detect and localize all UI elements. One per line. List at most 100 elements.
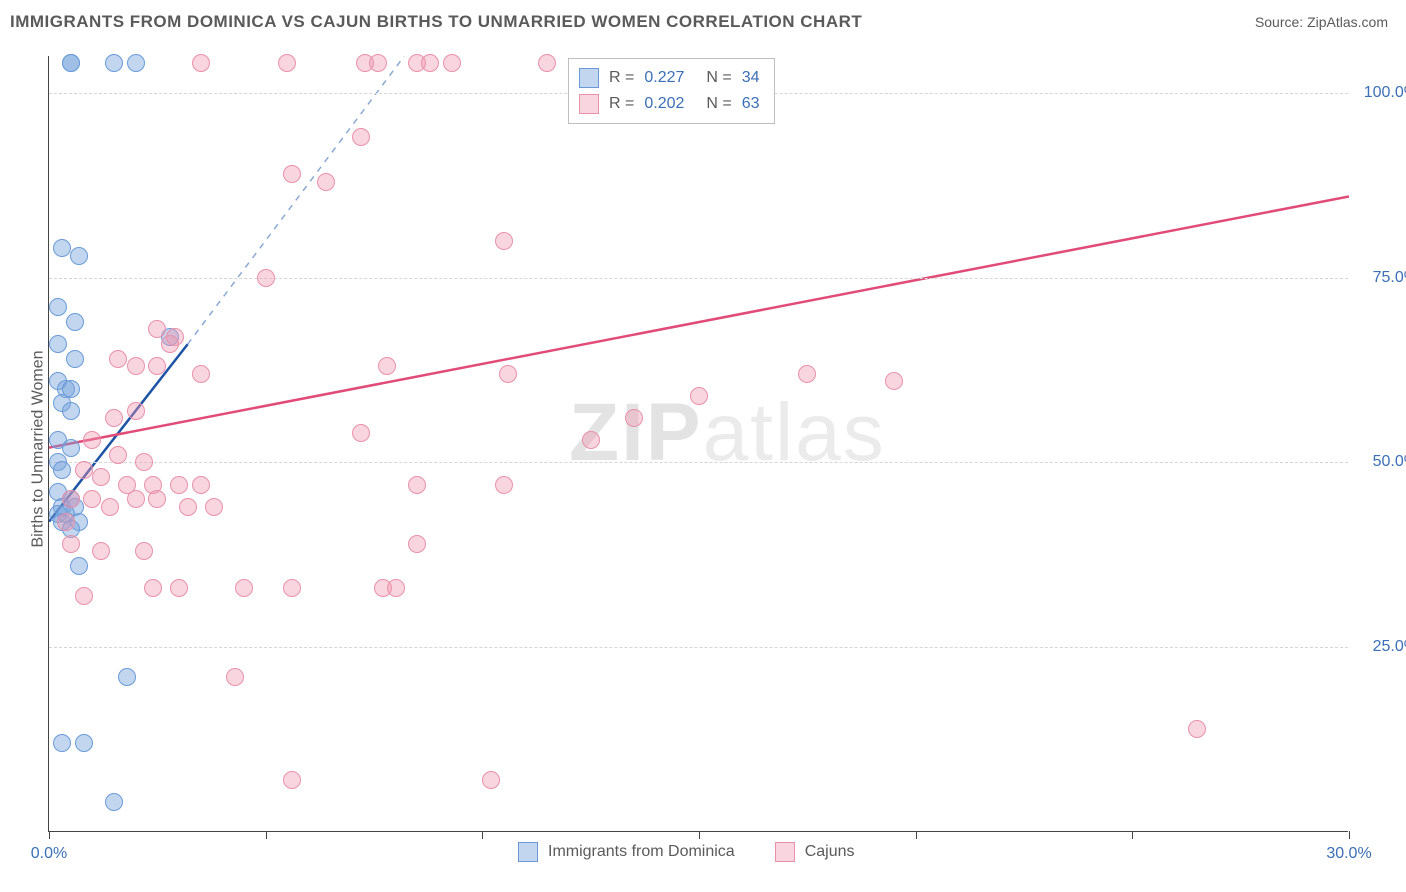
data-point [127, 402, 145, 420]
data-point [226, 668, 244, 686]
data-point [66, 313, 84, 331]
data-point [101, 498, 119, 516]
grid-line [49, 278, 1348, 279]
x-tick [916, 831, 917, 839]
data-point [798, 365, 816, 383]
data-point [62, 535, 80, 553]
data-point [205, 498, 223, 516]
correlation-legend: R = 0.227N = 34R = 0.202N = 63 [568, 58, 775, 124]
data-point [83, 431, 101, 449]
chart-title: IMMIGRANTS FROM DOMINICA VS CAJUN BIRTHS… [10, 12, 862, 32]
grid-line [49, 462, 1348, 463]
x-tick [266, 831, 267, 839]
data-point [192, 476, 210, 494]
data-point [70, 557, 88, 575]
legend-item: Immigrants from Dominica [518, 842, 735, 862]
data-point [257, 269, 275, 287]
data-point [148, 490, 166, 508]
data-point [283, 771, 301, 789]
data-point [62, 402, 80, 420]
data-point [66, 350, 84, 368]
data-point [283, 579, 301, 597]
data-point [378, 357, 396, 375]
data-point [109, 350, 127, 368]
data-point [49, 335, 67, 353]
data-point [92, 468, 110, 486]
data-point [135, 542, 153, 560]
data-point [582, 431, 600, 449]
data-point [118, 668, 136, 686]
data-point [625, 409, 643, 427]
x-tick [699, 831, 700, 839]
y-tick-label: 50.0% [1358, 453, 1406, 471]
data-point [317, 173, 335, 191]
grid-line [49, 647, 1348, 648]
data-point [369, 54, 387, 72]
data-point [105, 793, 123, 811]
data-point [148, 357, 166, 375]
regression-lines [49, 56, 1349, 832]
data-point [278, 54, 296, 72]
watermark: ZIPatlas [569, 386, 886, 480]
data-point [144, 579, 162, 597]
data-point [495, 476, 513, 494]
data-point [161, 335, 179, 353]
data-point [538, 54, 556, 72]
legend-row: R = 0.202N = 63 [579, 91, 760, 117]
x-tick-label: 30.0% [1326, 845, 1371, 863]
data-point [482, 771, 500, 789]
data-point [192, 54, 210, 72]
data-point [170, 476, 188, 494]
data-point [148, 320, 166, 338]
series-legend: Immigrants from Dominica Cajuns [518, 842, 855, 862]
data-point [53, 461, 71, 479]
x-tick [49, 831, 50, 839]
data-point [690, 387, 708, 405]
x-tick [1132, 831, 1133, 839]
data-point [70, 247, 88, 265]
x-tick [1349, 831, 1350, 839]
data-point [387, 579, 405, 597]
data-point [127, 490, 145, 508]
data-point [49, 298, 67, 316]
legend-row: R = 0.227N = 34 [579, 65, 760, 91]
data-point [83, 490, 101, 508]
data-point [62, 54, 80, 72]
data-point [127, 357, 145, 375]
data-point [408, 476, 426, 494]
data-point [192, 365, 210, 383]
data-point [105, 54, 123, 72]
legend-item: Cajuns [775, 842, 855, 862]
data-point [495, 232, 513, 250]
data-point [885, 372, 903, 390]
data-point [92, 542, 110, 560]
data-point [408, 535, 426, 553]
data-point [75, 587, 93, 605]
y-axis-title: Births to Unmarried Women [30, 350, 48, 547]
data-point [352, 128, 370, 146]
x-tick-label: 0.0% [31, 845, 67, 863]
data-point [62, 439, 80, 457]
data-point [352, 424, 370, 442]
y-tick-label: 25.0% [1358, 638, 1406, 656]
data-point [53, 734, 71, 752]
data-point [499, 365, 517, 383]
data-point [235, 579, 253, 597]
data-point [57, 513, 75, 531]
data-point [127, 54, 145, 72]
data-point [109, 446, 127, 464]
y-tick-label: 75.0% [1358, 269, 1406, 287]
data-point [75, 734, 93, 752]
data-point [62, 490, 80, 508]
data-point [283, 165, 301, 183]
x-tick [482, 831, 483, 839]
data-point [170, 579, 188, 597]
data-point [135, 453, 153, 471]
y-tick-label: 100.0% [1358, 84, 1406, 102]
data-point [1188, 720, 1206, 738]
source-attribution: Source: ZipAtlas.com [1255, 14, 1388, 30]
data-point [75, 461, 93, 479]
data-point [179, 498, 197, 516]
data-point [53, 239, 71, 257]
data-point [105, 409, 123, 427]
